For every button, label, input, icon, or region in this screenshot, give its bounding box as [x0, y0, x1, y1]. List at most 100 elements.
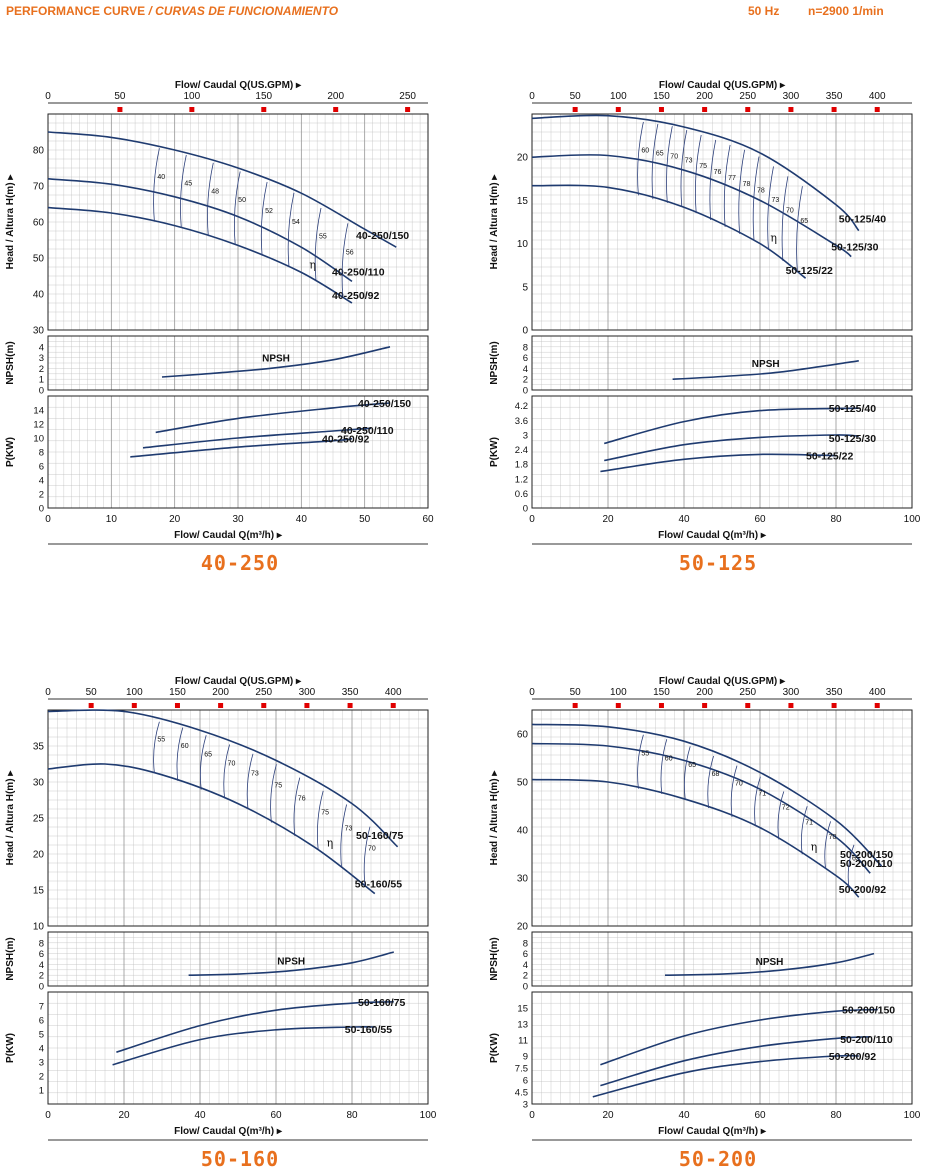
head-y-tick-label: 50 [33, 254, 45, 265]
npsh-y-tick-label: 2 [523, 375, 528, 386]
head-frame [47, 113, 429, 331]
efficiency-label: 76 [298, 796, 306, 803]
power-series-label: 50-125/40 [829, 403, 876, 415]
gpm-marker [831, 107, 837, 112]
power-series-label: 50-200/150 [842, 1005, 895, 1017]
power-series-label: 50-125/30 [829, 433, 876, 445]
head-y-tick-label: 35 [33, 742, 45, 753]
npsh-y-tick-label: 4 [39, 342, 44, 353]
head-series-label: 50-160/75 [356, 830, 403, 842]
gpm-tick-label: 50 [570, 91, 582, 102]
head-curve-50-125/40 [531, 114, 860, 232]
efficiency-line [340, 804, 347, 869]
power-curve-50-200/92 [592, 1054, 859, 1098]
chart-40-250: Flow/ Caudal Q(US.GPM) ▸0 50 100 150 200 2503… [5, 80, 434, 545]
power-y-tick-label: 4 [39, 1044, 44, 1055]
power-y-tick-label: 1 [39, 1086, 44, 1097]
gpm-marker [333, 107, 339, 112]
efficiency-label: 75 [274, 782, 282, 789]
power-series-label: 50-200/110 [840, 1034, 893, 1046]
efficiency-label: 65 [852, 855, 860, 862]
x-tick-label: 80 [830, 514, 842, 525]
gpm-tick-label: 400 [869, 91, 886, 102]
x-tick-label: 40 [678, 514, 690, 525]
npsh-y-tick-label: 2 [39, 971, 44, 982]
head-y-tick-label: 30 [33, 326, 45, 337]
npsh-y-tick-label: 2 [39, 364, 44, 375]
efficiency-line [666, 126, 673, 203]
efficiency-label: 77 [728, 175, 736, 182]
head-series-label: 50-160/55 [355, 879, 402, 891]
power-y-tick-label: 13 [517, 1020, 528, 1031]
head-y-tick-label: 20 [517, 153, 529, 164]
gpm-marker [658, 107, 664, 112]
gpm-tick-label: 100 [610, 687, 627, 698]
power-curve-40-250/150 [155, 402, 391, 434]
efficiency-line [777, 791, 785, 840]
gpm-tick-label: 250 [739, 687, 756, 698]
efficiency-label: 78 [757, 188, 765, 195]
efficiency-label: 75 [321, 809, 329, 816]
gpm-marker [831, 703, 837, 708]
efficiency-line [153, 721, 160, 774]
power-y-tick-label: 4 [39, 476, 44, 487]
efficiency-label: 73 [345, 825, 353, 832]
gpm-tick-label: 0 [529, 687, 535, 698]
power-y-tick-label: 6 [39, 1016, 44, 1027]
gpm-tick-label: 200 [696, 687, 713, 698]
npsh-axis-title: NPSH(m) [489, 341, 500, 384]
head-y-tick-label: 60 [517, 730, 529, 741]
efficiency-label: 55 [641, 751, 649, 758]
model-label-50-200: 50-200 [678, 1147, 758, 1171]
efficiency-label: 70 [829, 834, 837, 841]
power-y-tick-label: 2 [39, 490, 44, 501]
power-y-tick-label: 11 [518, 1036, 528, 1047]
gpm-marker [347, 703, 353, 708]
power-curve-50-125/40 [603, 407, 859, 445]
power-series-label: 40-250/92 [322, 434, 369, 446]
power-y-tick-label: 0.6 [515, 489, 528, 500]
efficiency-label: 54 [292, 219, 300, 226]
efficiency-label: 75 [699, 163, 707, 170]
efficiency-symbol: η [309, 258, 316, 271]
efficiency-line [683, 746, 691, 800]
efficiency-label: 76 [714, 169, 722, 176]
npsh-y-tick-label: 4 [39, 960, 44, 971]
power-y-tick-label: 6 [39, 462, 44, 473]
power-frame [47, 991, 429, 1105]
head-y-tick-label: 20 [33, 850, 45, 861]
power-y-tick-label: 7.5 [515, 1064, 528, 1075]
power-y-tick-label: 1.8 [515, 460, 528, 471]
gpm-tick-label: 200 [696, 91, 713, 102]
efficiency-line [707, 755, 714, 809]
x-tick-label: 30 [232, 514, 244, 525]
top-axis-title: Flow/ Caudal Q(US.GPM) ▸ [659, 80, 786, 91]
power-panel: 34.567.59 11 13 15 P(KW) 50-200/150 50-200/110… [489, 991, 913, 1111]
gpm-marker [572, 107, 578, 112]
power-frame [531, 395, 913, 509]
gpm-marker [88, 703, 94, 708]
head-y-tick-label: 15 [517, 196, 529, 207]
npsh-axis-title: NPSH(m) [5, 937, 16, 980]
efficiency-label: 68 [712, 771, 720, 778]
efficiency-line [660, 739, 668, 794]
efficiency-line [796, 186, 803, 272]
efficiency-label: 73 [251, 771, 259, 778]
gpm-marker [788, 107, 794, 112]
power-y-tick-label: 5 [39, 1030, 44, 1041]
efficiency-line [246, 753, 254, 810]
head-curve-40-250/110 [47, 178, 353, 283]
npsh-curve [188, 951, 394, 976]
npsh-curve [161, 346, 391, 378]
power-axis-title: P(KW) [5, 437, 16, 467]
head-y-tick-label: 10 [517, 239, 529, 250]
head-axis-title: Head / Altura H(m) ▸ [5, 174, 16, 270]
head-frame [531, 113, 913, 331]
gpm-marker [745, 703, 751, 708]
efficiency-line [709, 139, 717, 221]
head-panel: 20 30 40 50 60 Head / Altura H(m) ▸ 50-200/150… [489, 709, 913, 933]
head-curve-40-250/150 [47, 131, 397, 248]
efficiency-line [800, 806, 808, 855]
